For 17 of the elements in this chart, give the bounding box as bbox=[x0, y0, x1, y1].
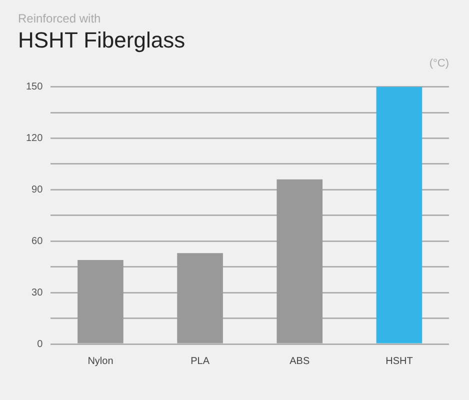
x-tick-label: PLA bbox=[190, 356, 210, 367]
bar bbox=[78, 260, 124, 344]
x-tick-label: ABS bbox=[290, 356, 310, 367]
bar bbox=[177, 253, 223, 344]
x-tick-label: Nylon bbox=[88, 356, 114, 367]
chart-subtitle: Reinforced with bbox=[18, 12, 101, 26]
y-axis-title: (°C) bbox=[429, 57, 449, 70]
bar bbox=[276, 179, 323, 344]
x-tick-label: HSHT bbox=[386, 356, 413, 367]
y-tick-label: 60 bbox=[32, 236, 44, 247]
y-tick-label: 0 bbox=[37, 338, 44, 350]
y-tick-label: 90 bbox=[32, 184, 44, 196]
y-tick-label: 120 bbox=[26, 132, 44, 144]
bar bbox=[376, 86, 422, 344]
chart-title: HSHT Fiberglass bbox=[18, 28, 186, 53]
y-tick-label: 150 bbox=[26, 82, 44, 93]
y-tick-label: 30 bbox=[32, 287, 44, 298]
